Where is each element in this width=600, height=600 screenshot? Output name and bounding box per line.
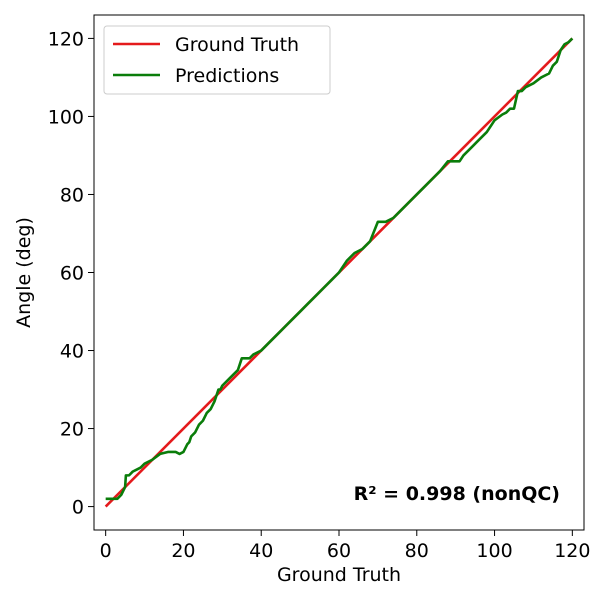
- legend-label-ground-truth: Ground Truth: [175, 34, 299, 56]
- x-tick-label: 80: [405, 540, 429, 562]
- r-squared-annotation: R² = 0.998 (nonQC): [354, 483, 560, 505]
- y-tick-label: 120: [48, 28, 84, 50]
- x-tick-label: 100: [476, 540, 512, 562]
- y-tick-label: 60: [60, 263, 84, 285]
- legend: Ground Truth Predictions: [103, 25, 331, 95]
- y-tick-label: 40: [60, 341, 84, 363]
- x-tick-label: 120: [554, 540, 590, 562]
- x-tick-label: 0: [100, 540, 112, 562]
- series-line-predictions: [105, 37, 574, 501]
- ticks-layer: 0 20 40 60 80 100 120 0 20 40 60 80 100 120: [48, 28, 591, 562]
- y-tick-label: 0: [72, 497, 84, 519]
- y-tick-label: 20: [60, 419, 84, 441]
- legend-box: [103, 25, 331, 95]
- series-layer: [104, 37, 574, 508]
- legend-label-predictions: Predictions: [175, 65, 279, 87]
- x-tick-label: 60: [327, 540, 351, 562]
- y-tick-label: 100: [48, 106, 84, 128]
- y-axis-label: Angle (deg): [13, 217, 35, 328]
- x-axis-label: Ground Truth: [277, 564, 401, 586]
- y-tick-label: 80: [60, 184, 84, 206]
- x-tick-label: 40: [249, 540, 273, 562]
- x-tick-label: 20: [171, 540, 195, 562]
